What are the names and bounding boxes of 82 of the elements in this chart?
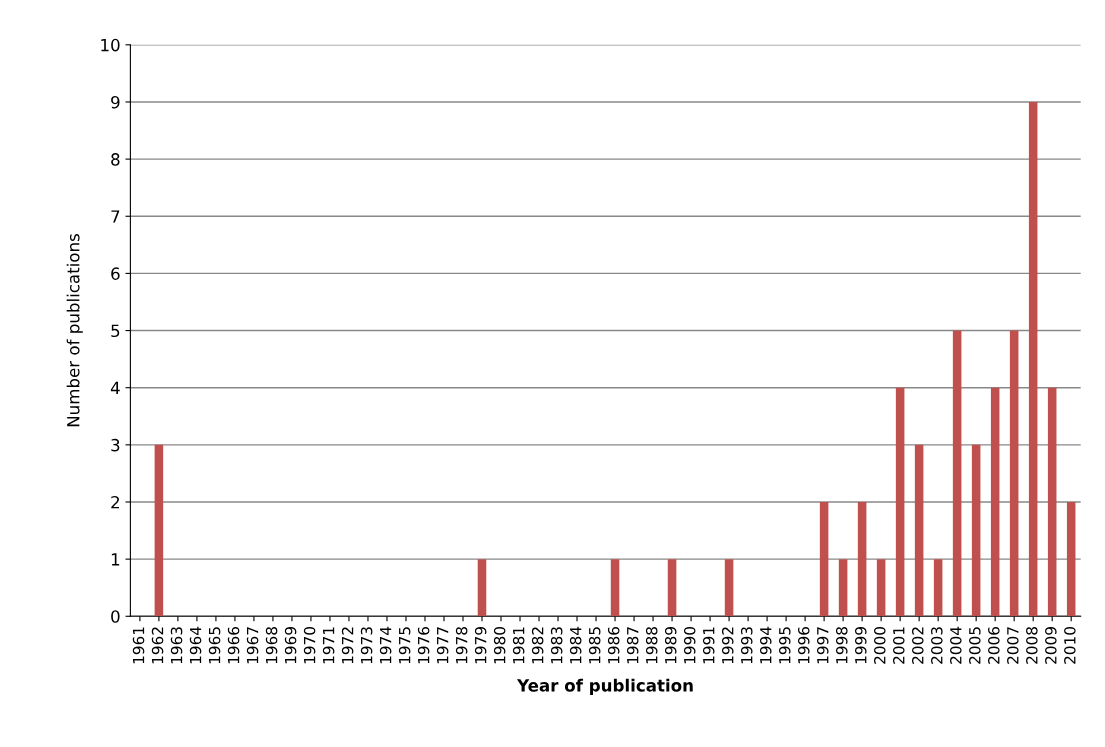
y-tick-label: 9: [111, 95, 120, 109]
x-tick-label: 1972: [341, 627, 354, 664]
x-tick-label: 2002: [912, 627, 924, 664]
x-tick-label: 1974: [379, 626, 392, 664]
x-tick-label: 2000: [874, 627, 886, 664]
bar: [876, 559, 886, 617]
x-tick-label: 1977: [436, 627, 449, 664]
x-tick-label: 2003: [931, 627, 943, 664]
bar: [154, 444, 164, 617]
x-tick-label: 1990: [683, 627, 696, 664]
x-tick-label: 1979: [474, 627, 487, 664]
y-axis-title: Number of publications: [66, 234, 83, 427]
x-tick-label: 2004: [950, 626, 962, 664]
x-tick-label: 1995: [778, 627, 791, 664]
x-tick-label: 2009: [1045, 627, 1057, 664]
x-tick-label: 1987: [626, 627, 639, 664]
x-tick-label: 1978: [455, 627, 468, 664]
x-tick-label: 1994: [759, 626, 772, 664]
bar: [914, 444, 924, 617]
x-tick-label: 1982: [531, 627, 544, 664]
x-tick-label: 1967: [246, 627, 259, 664]
bar: [952, 330, 962, 617]
x-tick-label: 1986: [607, 626, 620, 664]
y-tick-label: 4: [110, 381, 120, 395]
bar: [971, 444, 981, 617]
x-tick-label: 1997: [816, 627, 829, 664]
bar: [933, 559, 943, 617]
x-tick-label: 2001: [893, 627, 905, 664]
x-tick-label: 1961: [132, 627, 145, 664]
x-tick-label: 1996: [797, 626, 810, 664]
bar: [1009, 330, 1019, 617]
x-tick-label: 1993: [740, 627, 753, 664]
x-tick-label: 2010: [1064, 627, 1076, 664]
x-tick-label: 1983: [550, 627, 563, 664]
bar: [477, 559, 487, 617]
y-tick-label: 1: [111, 553, 120, 566]
y-tick-label: 2: [111, 495, 119, 509]
bar: [724, 559, 734, 617]
x-tick-label: 1975: [398, 627, 411, 664]
x-axis-title: Year of publication: [516, 678, 693, 695]
x-tick-label: 1976: [417, 626, 430, 664]
x-tick-label: 1962: [151, 627, 164, 664]
y-tick-label: 8: [111, 153, 120, 166]
x-tick-label: 1973: [360, 627, 373, 664]
bar: [838, 559, 848, 617]
x-tick-label: 1965: [208, 627, 221, 664]
bar: [1066, 501, 1076, 617]
x-tick-label: 1998: [835, 627, 848, 664]
bar: [857, 501, 867, 617]
bar: [990, 387, 1000, 617]
bar: [1028, 101, 1038, 617]
x-tick-label: 1991: [702, 627, 715, 664]
x-tick-label: 2007: [1007, 627, 1019, 664]
bar: [1047, 387, 1057, 617]
x-tick-label: 1966: [227, 626, 240, 664]
x-tick-label: 1969: [284, 627, 297, 664]
y-tick-label: 3: [111, 438, 120, 452]
bar: [895, 387, 905, 617]
x-tick-label: 1971: [322, 627, 335, 664]
x-tick-label: 1985: [588, 627, 601, 664]
x-tick-label: 1963: [170, 627, 183, 664]
x-tick-label: 1980: [493, 627, 506, 664]
bar: [667, 559, 677, 617]
x-tick-label: 1988: [645, 627, 658, 664]
bar: [610, 559, 620, 617]
x-tick-label: 2006: [988, 626, 1000, 664]
y-tick-label: 10: [101, 38, 120, 52]
y-tick-label: 5: [111, 324, 120, 338]
x-tick-label: 1964: [189, 626, 202, 664]
y-tick-label: 0: [111, 610, 120, 623]
x-tick-label: 1970: [303, 627, 316, 664]
x-tick-label: 1968: [265, 627, 278, 664]
x-tick-label: 1992: [721, 627, 734, 664]
x-tick-label: 1981: [512, 627, 525, 664]
x-tick-label: 2008: [1026, 627, 1038, 664]
y-tick-label: 7: [111, 210, 120, 223]
x-tick-label: 2005: [969, 627, 981, 664]
x-tick-label: 1989: [664, 627, 677, 664]
x-tick-label: 1984: [569, 626, 582, 664]
x-tick-label: 1999: [855, 627, 867, 664]
y-tick-label: 6: [111, 267, 120, 280]
bar: [819, 501, 829, 617]
